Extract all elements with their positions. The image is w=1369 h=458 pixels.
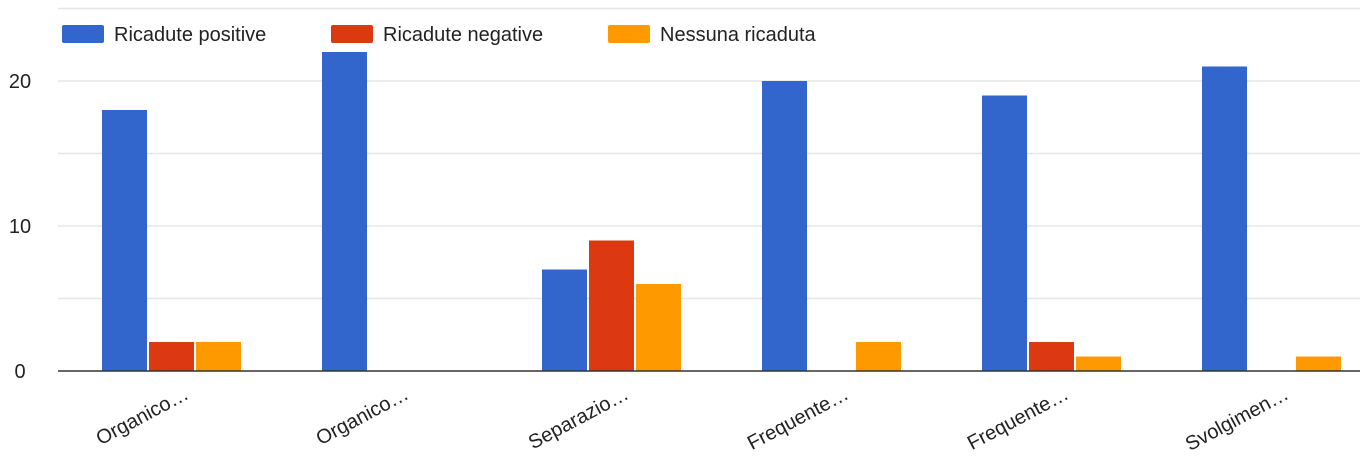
- bar-nessuna-ricaduta: [1296, 356, 1341, 371]
- y-tick-label: 0: [14, 361, 25, 383]
- bar-ricadute-negative: [589, 240, 634, 371]
- x-category-label: Frequente…: [964, 383, 1072, 455]
- x-category-label: Frequente…: [744, 383, 852, 455]
- legend-label: Nessuna ricaduta: [660, 24, 817, 46]
- bar-ricadute-positive: [762, 81, 807, 371]
- legend-label: Ricadute positive: [114, 24, 266, 46]
- legend-swatch: [62, 25, 104, 43]
- bar-nessuna-ricaduta: [636, 284, 681, 371]
- bars: [102, 52, 1341, 371]
- y-tick-label: 20: [9, 71, 31, 93]
- legend: Ricadute positive Ricadute negative Nessun…: [62, 24, 817, 46]
- y-tick-label: 10: [9, 216, 31, 238]
- x-category-label: Organico…: [313, 383, 413, 450]
- bar-ricadute-negative: [1029, 342, 1074, 371]
- legend-label: Ricadute negative: [383, 24, 543, 46]
- bar-ricadute-positive: [102, 110, 147, 371]
- x-category-label: Separazio…: [525, 383, 633, 454]
- legend-swatch: [331, 25, 373, 43]
- bar-ricadute-negative: [149, 342, 194, 371]
- y-axis-ticks: 0 10 20: [9, 71, 31, 383]
- x-category-label: Organico…: [93, 383, 193, 450]
- bar-ricadute-positive: [542, 269, 587, 371]
- bar-ricadute-positive: [1202, 66, 1247, 371]
- bar-nessuna-ricaduta: [196, 342, 241, 371]
- bar-ricadute-positive: [322, 52, 367, 371]
- gridlines: [58, 7, 1360, 300]
- legend-swatch: [608, 25, 650, 43]
- bar-nessuna-ricaduta: [1076, 356, 1121, 371]
- x-axis-labels: Organico… Organico… Separazio… Frequente… Fr…: [93, 383, 1293, 456]
- bar-nessuna-ricaduta: [856, 342, 901, 371]
- x-category-label: Svolgimen…: [1182, 383, 1292, 456]
- bar-ricadute-positive: [982, 95, 1027, 371]
